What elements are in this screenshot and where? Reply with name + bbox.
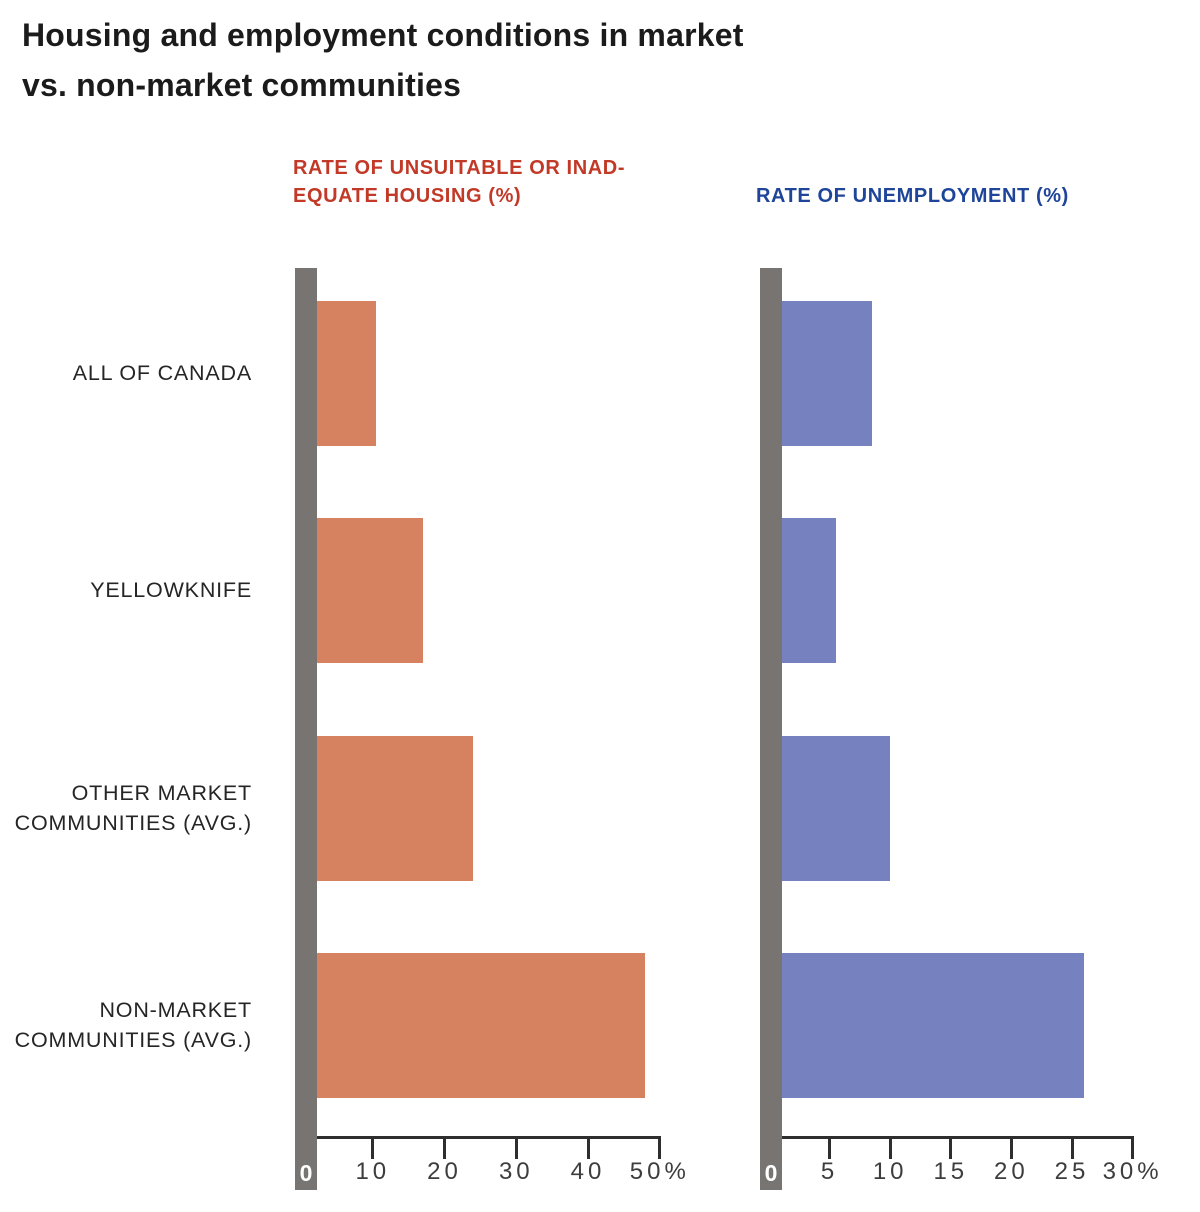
- x-axis-tick: [658, 1139, 662, 1159]
- row-label-all-of-canada: ALL OF CANADA: [72, 360, 252, 385]
- x-axis-tick-label: 20: [427, 1158, 462, 1185]
- x-axis-tick-label: 50%: [629, 1158, 690, 1185]
- x-axis-tick: [371, 1139, 375, 1159]
- unemployment-chart-title-line1: RATE OF UNEMPLOYMENT (%): [756, 185, 1069, 207]
- x-axis-tick-label: 40: [570, 1158, 606, 1185]
- page-title: Housing and employment conditions in mar…: [22, 10, 744, 110]
- x-axis-tick: [1070, 1139, 1074, 1159]
- row-label-yellowknife: YELLOWKNIFE: [90, 577, 252, 602]
- x-axis-tick: [949, 1139, 953, 1159]
- x-axis-tick: [443, 1139, 446, 1159]
- x-axis-tick: [1131, 1139, 1135, 1159]
- x-axis-tick: [1009, 1139, 1013, 1159]
- bar-housing-all-of-canada: [317, 301, 377, 446]
- x-axis-tick-label: 30%: [1102, 1158, 1163, 1185]
- page-title-line2: vs. non-market communities: [22, 67, 462, 103]
- bar-housing-yellowknife: [317, 518, 423, 663]
- bar-unemployment-other-market-communities-avg: [782, 736, 891, 881]
- unemployment-chart-title: RATE OF UNEMPLOYMENT (%): [756, 182, 1069, 210]
- zero-baseline-bar: [295, 268, 317, 1190]
- x-axis-tick: [828, 1139, 832, 1159]
- x-axis-tick-label: 10: [355, 1158, 391, 1185]
- bar-unemployment-non-market-communities-avg: [782, 953, 1085, 1098]
- x-axis-tick-label: 25: [1054, 1158, 1090, 1185]
- housing-chart-title-line1: RATE OF UNSUITABLE OR INAD-: [293, 157, 626, 179]
- zero-label: 0: [764, 1160, 778, 1186]
- housing-chart-title: RATE OF UNSUITABLE OR INAD- EQUATE HOUSI…: [293, 154, 625, 210]
- zero-baseline-bar: [760, 268, 782, 1190]
- x-axis-tick-label: 30: [498, 1158, 534, 1185]
- bar-housing-other-market-communities-avg: [317, 736, 474, 881]
- x-axis-tick-label: 15: [933, 1158, 969, 1185]
- x-axis-tick: [888, 1139, 892, 1159]
- x-axis-tick: [586, 1139, 590, 1159]
- row-label-non-market-communities-avg: NON-MARKET COMMUNITIES (AVG.): [14, 997, 252, 1052]
- x-axis-tick-label: 20: [994, 1158, 1029, 1185]
- page-title-line1: Housing and employment conditions in mar…: [22, 17, 744, 53]
- x-axis-line: [782, 1136, 1135, 1139]
- x-axis-line: [317, 1136, 662, 1139]
- x-axis-tick: [514, 1139, 518, 1159]
- row-label-other-market-communities-avg: OTHER MARKET COMMUNITIES (AVG.): [14, 780, 252, 835]
- bar-housing-non-market-communities-avg: [317, 953, 646, 1098]
- zero-label: 0: [299, 1160, 313, 1186]
- bar-unemployment-yellowknife: [782, 518, 836, 663]
- bar-unemployment-all-of-canada: [782, 301, 872, 446]
- x-axis-tick-label: 5: [820, 1158, 839, 1185]
- housing-chart-title-line2: EQUATE HOUSING (%): [293, 185, 522, 207]
- x-axis-tick-label: 10: [872, 1158, 908, 1185]
- category-labels: ALL OF CANADA YELLOWKNIFE OTHER MARKET COMM…: [0, 268, 252, 1197]
